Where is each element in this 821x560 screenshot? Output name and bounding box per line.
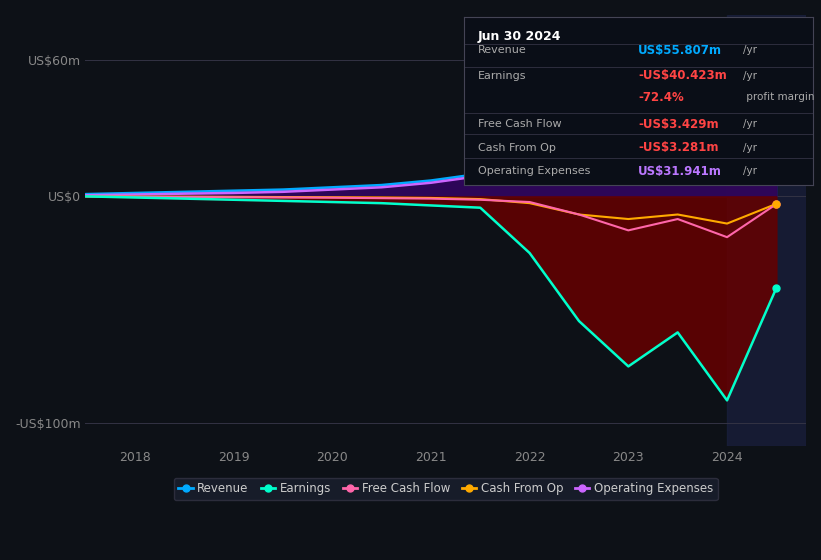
Text: Operating Expenses: Operating Expenses bbox=[478, 166, 590, 176]
Text: -72.4%: -72.4% bbox=[639, 91, 684, 104]
Bar bbox=[727, 15, 806, 446]
Text: Earnings: Earnings bbox=[478, 71, 526, 81]
Text: -US$40.423m: -US$40.423m bbox=[639, 69, 727, 82]
Text: US$31.941m: US$31.941m bbox=[639, 165, 722, 178]
Text: /yr: /yr bbox=[743, 119, 757, 129]
Text: Revenue: Revenue bbox=[478, 45, 526, 55]
Text: -US$3.281m: -US$3.281m bbox=[639, 141, 719, 155]
Text: Cash From Op: Cash From Op bbox=[478, 143, 556, 153]
Text: /yr: /yr bbox=[743, 143, 757, 153]
Text: /yr: /yr bbox=[743, 71, 757, 81]
Text: profit margin: profit margin bbox=[743, 92, 814, 102]
Text: /yr: /yr bbox=[743, 166, 757, 176]
Text: /yr: /yr bbox=[743, 45, 757, 55]
Text: Jun 30 2024: Jun 30 2024 bbox=[478, 30, 562, 43]
Legend: Revenue, Earnings, Free Cash Flow, Cash From Op, Operating Expenses: Revenue, Earnings, Free Cash Flow, Cash … bbox=[174, 478, 718, 500]
Text: US$55.807m: US$55.807m bbox=[639, 44, 722, 57]
Text: -US$3.429m: -US$3.429m bbox=[639, 118, 719, 131]
Text: Free Cash Flow: Free Cash Flow bbox=[478, 119, 562, 129]
